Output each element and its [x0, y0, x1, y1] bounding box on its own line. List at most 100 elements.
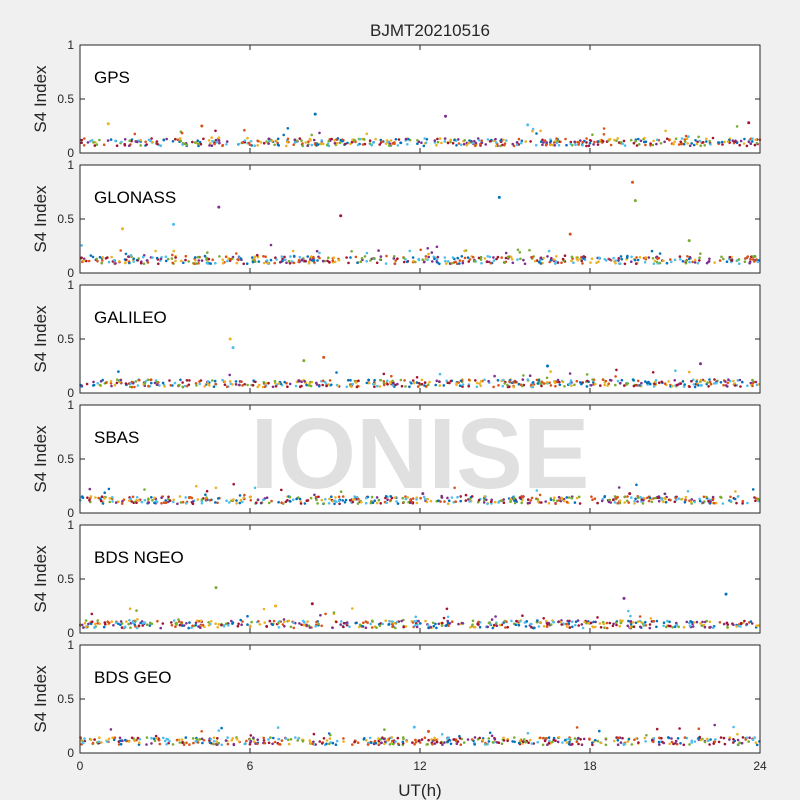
data-point	[168, 379, 171, 382]
data-point	[741, 502, 744, 505]
data-point	[543, 139, 547, 142]
data-point	[250, 620, 253, 624]
data-point	[437, 622, 441, 626]
data-point	[746, 255, 750, 258]
data-point	[145, 143, 148, 146]
data-point	[514, 623, 518, 626]
data-point	[579, 139, 582, 142]
data-point	[753, 496, 756, 499]
data-point	[199, 626, 202, 629]
data-point	[751, 622, 754, 625]
data-point	[441, 621, 444, 625]
data-point	[479, 384, 483, 388]
data-point	[715, 381, 718, 385]
data-point	[267, 741, 271, 745]
data-point	[390, 374, 393, 378]
data-point	[194, 621, 198, 624]
data-point	[603, 626, 606, 629]
data-point	[588, 738, 591, 741]
data-point	[379, 738, 382, 741]
data-point	[174, 137, 177, 141]
data-point	[206, 262, 209, 265]
data-point	[591, 133, 594, 136]
data-point	[523, 621, 527, 624]
y-tick-label: 1	[67, 638, 74, 652]
data-point	[216, 501, 219, 505]
data-point	[457, 138, 460, 141]
data-point	[540, 380, 544, 384]
data-point	[438, 380, 441, 384]
data-point	[370, 741, 373, 745]
data-point	[490, 734, 494, 738]
data-point	[123, 625, 127, 629]
data-point	[508, 385, 511, 389]
data-point	[735, 125, 739, 128]
data-point	[133, 739, 136, 742]
data-point	[677, 497, 680, 501]
data-point	[127, 255, 130, 258]
data-point	[135, 626, 139, 630]
spike-point	[200, 124, 204, 128]
data-point	[670, 737, 673, 740]
data-point	[722, 736, 726, 740]
data-point	[413, 743, 416, 746]
data-point	[327, 260, 331, 264]
data-point	[119, 623, 122, 627]
data-point	[657, 499, 661, 503]
data-point	[756, 497, 760, 501]
data-point	[440, 141, 443, 145]
data-point	[98, 255, 102, 259]
data-point	[109, 380, 113, 383]
data-point	[262, 607, 266, 611]
data-point	[136, 736, 140, 740]
data-point	[616, 137, 619, 140]
data-point	[600, 499, 604, 503]
data-point	[336, 137, 340, 140]
data-point	[581, 140, 585, 144]
data-point	[575, 379, 579, 383]
data-point	[511, 261, 515, 265]
data-point	[692, 383, 696, 386]
data-point	[204, 498, 208, 501]
data-point	[540, 140, 543, 143]
data-point	[248, 624, 252, 627]
data-point	[170, 623, 174, 627]
data-point	[466, 256, 470, 259]
data-point	[433, 139, 437, 142]
data-point	[193, 256, 197, 259]
data-point	[596, 739, 600, 743]
data-point	[461, 385, 464, 388]
data-point	[314, 625, 318, 628]
data-point	[117, 370, 120, 373]
data-point	[685, 137, 689, 141]
data-point	[388, 743, 392, 746]
data-point	[411, 256, 415, 259]
data-point	[419, 248, 423, 252]
data-point	[128, 144, 131, 147]
data-point	[324, 380, 327, 384]
data-point	[107, 487, 111, 491]
data-point	[449, 379, 453, 383]
data-point	[457, 142, 461, 145]
data-point	[234, 380, 238, 383]
data-point	[267, 738, 270, 741]
data-point	[277, 742, 281, 746]
data-point	[734, 140, 737, 143]
data-point	[752, 380, 756, 384]
data-point	[445, 607, 449, 611]
data-point	[526, 378, 529, 381]
data-point	[749, 142, 753, 145]
data-point	[302, 623, 306, 627]
data-point	[390, 496, 394, 500]
data-point	[150, 381, 153, 385]
data-point	[744, 257, 747, 260]
data-point	[213, 142, 216, 146]
data-point	[673, 140, 676, 143]
data-point	[237, 142, 241, 146]
data-point	[458, 262, 461, 265]
data-point	[80, 138, 83, 142]
data-point	[530, 622, 533, 626]
data-point	[178, 383, 181, 387]
data-point	[125, 620, 128, 623]
x-tick-label: 12	[413, 759, 427, 773]
